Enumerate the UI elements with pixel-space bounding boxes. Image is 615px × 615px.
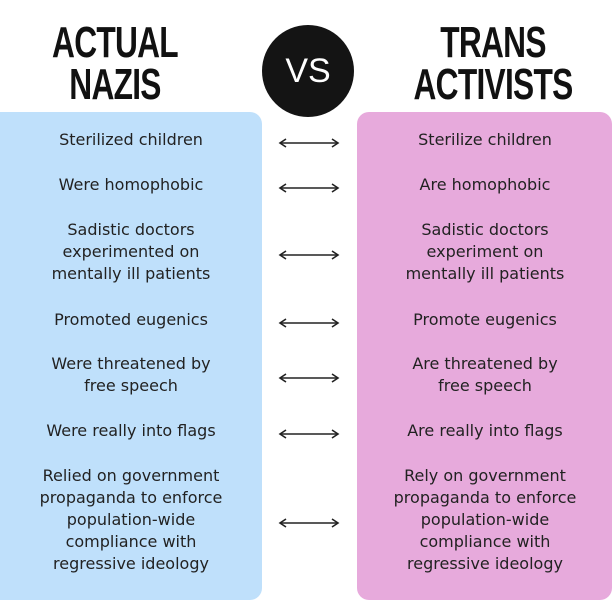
item-line: propaganda to enforce <box>39 488 223 507</box>
left-item: Were threatened by free speech <box>6 353 256 397</box>
heading-line: ACTUAL <box>52 18 179 67</box>
item-line: Promoted eugenics <box>54 310 208 329</box>
right-item: Are threatened by free speech <box>360 353 610 397</box>
item-line: Are threatened by <box>412 354 558 373</box>
item-line: compliance with <box>419 532 551 551</box>
item-line: Sterilize children <box>418 130 552 149</box>
left-item: Promoted eugenics <box>6 309 256 331</box>
item-line: Sterilized children <box>59 130 203 149</box>
right-item: Are really into flags <box>360 420 610 442</box>
right-item: Sadistic doctors experiment on mentally il… <box>360 219 610 285</box>
item-line: compliance with <box>65 532 197 551</box>
double-arrow <box>278 429 340 439</box>
item-line: free speech <box>84 376 178 395</box>
item-line: Rely on government <box>404 466 566 485</box>
right-heading: TRANS ACTIVISTS <box>378 18 608 109</box>
left-item: Were homophobic <box>6 174 256 196</box>
item-line: Were really into flags <box>46 421 216 440</box>
item-line: Relied on government <box>42 466 220 485</box>
item-line: experimented on <box>62 242 200 261</box>
left-item: Were really into flags <box>6 420 256 442</box>
right-item: Are homophobic <box>360 174 610 196</box>
item-line: Sadistic doctors <box>67 220 195 239</box>
right-item: Promote eugenics <box>360 309 610 331</box>
left-panel <box>0 112 262 600</box>
double-arrow <box>278 373 340 383</box>
heading-line: ACTIVISTS <box>413 60 574 109</box>
heading-line: TRANS <box>440 18 546 67</box>
item-line: propaganda to enforce <box>393 488 577 507</box>
item-line: population-wide <box>66 510 196 529</box>
left-heading: ACTUAL NAZIS <box>0 18 230 109</box>
item-line: Are homophobic <box>419 175 551 194</box>
vs-badge: VS <box>262 25 354 117</box>
item-line: mentally ill patients <box>51 264 211 283</box>
left-item: Sadistic doctors experimented on mentally … <box>6 219 256 285</box>
double-arrow <box>278 518 340 528</box>
item-line: regressive ideology <box>53 554 209 573</box>
item-line: Sadistic doctors <box>421 220 549 239</box>
double-arrow <box>278 138 340 148</box>
item-line: Promote eugenics <box>413 310 557 329</box>
item-line: free speech <box>438 376 532 395</box>
item-line: Are really into flags <box>407 421 563 440</box>
double-arrow <box>278 250 340 260</box>
double-arrow <box>278 183 340 193</box>
left-item: Relied on government propaganda to enforc… <box>6 465 256 575</box>
item-line: regressive ideology <box>407 554 563 573</box>
left-item: Sterilized children <box>6 129 256 151</box>
double-arrow <box>278 318 340 328</box>
item-line: Were threatened by <box>51 354 211 373</box>
right-item: Sterilize children <box>360 129 610 151</box>
item-line: Were homophobic <box>58 175 204 194</box>
right-panel <box>357 112 612 600</box>
item-line: population-wide <box>420 510 550 529</box>
item-line: mentally ill patients <box>405 264 565 283</box>
right-item: Rely on government propaganda to enforce p… <box>360 465 610 575</box>
heading-line: NAZIS <box>69 60 161 109</box>
item-line: experiment on <box>426 242 544 261</box>
